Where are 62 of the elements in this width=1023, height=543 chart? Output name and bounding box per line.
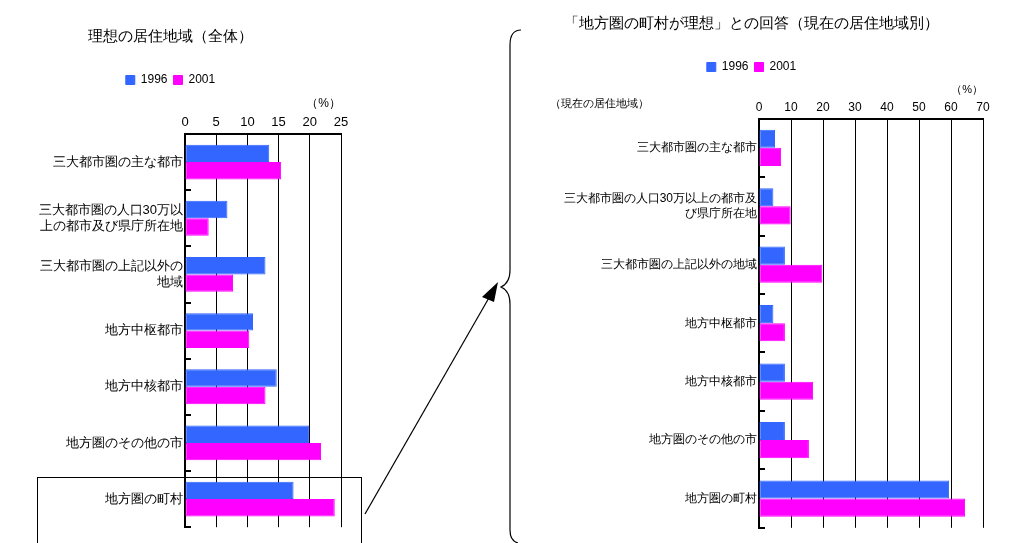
x-tick-label: 25 (333, 113, 349, 129)
bar (759, 323, 785, 342)
y-tick-label: 地方中核都市 (104, 378, 183, 394)
bar (759, 246, 785, 265)
y-tick-label: 地方圏の町村 (104, 490, 183, 506)
y-tick-label: 地方圏のその他の市 (65, 434, 183, 450)
legend-label: 1996 (140, 72, 168, 87)
legend-label: 1996 (721, 59, 749, 74)
y-tick-label: 地方圏の町村 (684, 490, 757, 505)
y-tick-label: 地方中枢都市 (684, 315, 757, 330)
bar (185, 200, 228, 219)
x-tick-label: 0 (181, 113, 189, 129)
y-tick-label: 地方中枢都市 (104, 322, 183, 338)
bar (185, 369, 277, 387)
bar (185, 162, 282, 180)
y-tick-label: 三大都市圏の人口30万以上の都市及び県庁所在地 (563, 191, 757, 220)
x-tick-label: 50 (912, 99, 926, 114)
x-tick-label: 10 (784, 99, 798, 114)
y-tick-label: 地方中核都市 (684, 373, 757, 388)
x-tick-label: 60 (944, 99, 958, 114)
x-axis-title: （%） (306, 95, 341, 110)
bar (759, 264, 823, 283)
x-tick-label: 20 (816, 99, 830, 114)
bar (185, 425, 310, 443)
bar (185, 442, 322, 461)
bar (185, 313, 254, 331)
bar (759, 440, 809, 459)
bar (185, 257, 266, 275)
bar (185, 330, 250, 349)
x-tick-label: 30 (848, 99, 862, 114)
x-tick-label: 0 (755, 99, 763, 114)
bar (759, 498, 966, 517)
x-tick-label: 20 (302, 113, 318, 129)
y-tick-label: 三大都市圏の上記以外の地域 (40, 258, 183, 289)
y-tick-label: 三大都市圏の上記以外の地域 (601, 257, 757, 272)
bar (759, 147, 782, 166)
bar (185, 499, 335, 517)
y-axis-title: （現在の居住地域） (550, 96, 649, 110)
bar (759, 206, 791, 225)
x-tick-label: 5 (212, 113, 220, 129)
x-tick-label: 70 (976, 99, 990, 114)
y-tick-label: 三大都市圏の人口30万以上の都市及び県庁所在地 (38, 202, 183, 233)
bar (759, 363, 785, 382)
y-tick-label: 地方圏のその他の市 (648, 432, 757, 447)
x-tick-label: 15 (271, 113, 286, 129)
y-tick-label: 三大都市圏の主な都市 (53, 153, 183, 169)
bar (185, 274, 234, 292)
x-tick-label: 10 (240, 113, 255, 129)
x-tick-label: 40 (880, 99, 894, 114)
bar (759, 480, 950, 499)
bar (759, 381, 814, 400)
chart-title: 理想の居住地域（全体） (88, 27, 253, 45)
legend-label: 2001 (769, 59, 797, 74)
bar (759, 421, 785, 441)
bar (185, 144, 270, 163)
bar (185, 386, 266, 405)
y-tick-label: 三大都市圏の主な都市 (637, 140, 757, 155)
chart-title: 「地方圏の町村が理想」との回答（現在の居住地域別） (564, 14, 939, 32)
bar (185, 481, 294, 500)
x-axis-title: （%） (951, 82, 983, 95)
legend-label: 2001 (188, 72, 216, 87)
bar (185, 218, 209, 236)
